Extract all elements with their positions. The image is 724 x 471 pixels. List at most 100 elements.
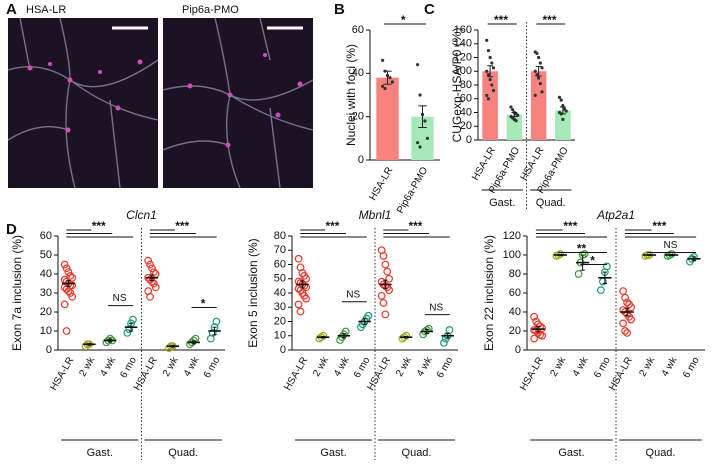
y-tick-label: 20 — [40, 306, 52, 318]
group-label: Gast. — [489, 197, 515, 209]
x-tick-label: 2 wk — [161, 354, 181, 378]
chart-title: Mbnl1 — [359, 208, 392, 222]
y-tick-label: 160 — [454, 24, 472, 36]
data-point — [602, 262, 611, 271]
x-tick-label: 2 wk — [77, 354, 97, 378]
x-tick-label: 6 mo — [681, 355, 702, 380]
data-point — [81, 342, 90, 351]
micrograph — [162, 17, 314, 189]
data-point — [62, 264, 71, 273]
data-point — [621, 327, 630, 335]
data-point — [66, 289, 75, 297]
data-point — [619, 287, 628, 296]
group-label: Quad. — [168, 447, 198, 459]
data-point — [623, 329, 632, 337]
data-point — [530, 312, 539, 321]
x-tick-label: 4 wk — [98, 354, 118, 378]
x-tick-label: Pip6a-PMO — [395, 165, 430, 215]
significance-label: NS — [113, 293, 127, 304]
y-tick-label: 60 — [460, 93, 472, 105]
data-point — [514, 119, 518, 123]
data-point — [144, 256, 153, 265]
data-point — [296, 307, 305, 316]
y-axis-label: Exon 5 inclusion (%) — [246, 238, 260, 347]
data-point — [535, 51, 539, 55]
data-point — [381, 84, 385, 88]
data-point — [60, 260, 69, 269]
x-tick-label: HSA-LR — [48, 355, 76, 392]
y-tick-label: 100 — [454, 65, 472, 77]
data-point — [68, 273, 77, 282]
data-point — [319, 331, 328, 340]
data-point — [165, 344, 173, 353]
x-tick-label: 4 wk — [571, 354, 591, 378]
data-point — [402, 331, 411, 340]
significance-label: NS — [429, 302, 443, 313]
y-tick-label: 60 — [40, 230, 52, 242]
data-point — [64, 287, 73, 296]
data-point — [385, 286, 394, 295]
data-point — [556, 250, 565, 258]
data-point — [62, 327, 71, 335]
y-tick-label: 20 — [460, 120, 472, 132]
data-point — [146, 260, 154, 269]
data-point — [383, 86, 387, 91]
data-point — [486, 73, 491, 77]
data-point — [379, 299, 388, 307]
significance-label: ** — [577, 242, 587, 256]
data-point — [490, 83, 494, 87]
y-tick-label: 0 — [466, 134, 472, 146]
data-point — [488, 77, 492, 82]
y-tick-label: 100 — [503, 249, 521, 261]
data-point — [123, 329, 132, 337]
y-tick-label: 10 — [40, 325, 52, 337]
significance-label: * — [401, 13, 406, 27]
data-point — [60, 275, 69, 284]
data-point — [538, 324, 547, 333]
data-point — [385, 274, 394, 283]
data-point — [559, 98, 563, 102]
bar — [411, 116, 434, 160]
x-tick-label: 4 wk — [182, 354, 202, 378]
data-point — [627, 303, 636, 312]
data-point — [540, 66, 544, 70]
x-tick-label: 4 wk — [660, 354, 680, 378]
y-tick-label: 80 — [274, 230, 286, 242]
significance-label: * — [201, 297, 206, 311]
data-point — [418, 93, 422, 97]
bar — [530, 71, 547, 140]
bar — [376, 77, 399, 160]
y-tick-label: 120 — [454, 51, 472, 63]
data-point — [623, 298, 632, 307]
x-tick-label: HSA-LR — [518, 355, 546, 392]
data-point — [425, 136, 429, 140]
group-label: Gast. — [87, 447, 113, 459]
data-point — [491, 88, 496, 93]
data-point — [490, 61, 494, 65]
panel-label: B — [334, 1, 345, 18]
x-tick-label: 2 wk — [394, 354, 414, 378]
y-tick-label: 80 — [509, 268, 521, 280]
group-label: Quad. — [646, 447, 676, 459]
data-point — [381, 58, 385, 62]
group-label: Quad. — [536, 197, 566, 209]
x-tick-label: HSA-LR — [282, 355, 310, 392]
x-tick-label: 2 wk — [637, 354, 657, 378]
data-point — [561, 117, 565, 121]
data-point — [540, 90, 544, 94]
data-point — [60, 300, 69, 309]
y-axis-label: Nuclei with foci (%) — [344, 44, 358, 146]
data-point — [538, 82, 542, 86]
y-tick-label: 40 — [274, 287, 286, 299]
micrograph — [7, 17, 159, 189]
y-tick-label: 40 — [460, 106, 472, 118]
y-tick-label: 40 — [509, 306, 521, 318]
y-tick-label: 10 — [274, 330, 286, 342]
data-point — [364, 311, 373, 320]
data-point — [418, 145, 422, 149]
significance-label: *** — [408, 219, 422, 233]
data-point — [533, 69, 537, 73]
data-point — [377, 291, 386, 300]
data-point — [486, 49, 491, 53]
